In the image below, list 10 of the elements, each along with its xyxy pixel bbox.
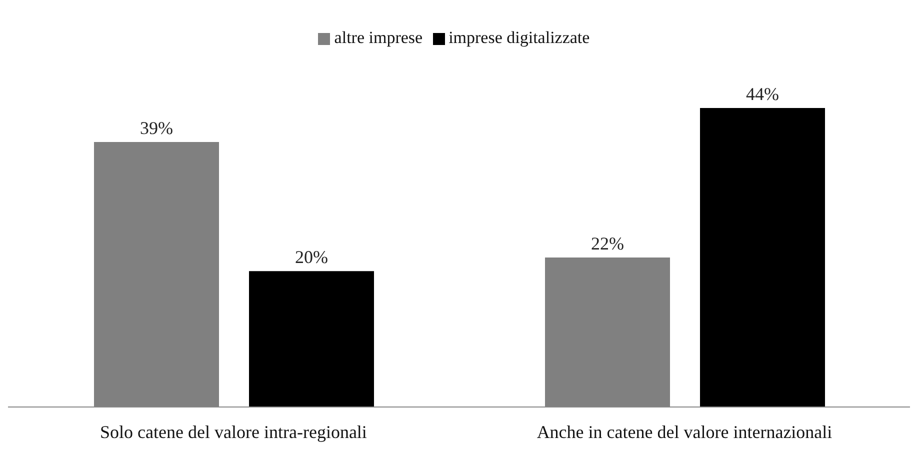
legend-label: imprese digitalizzate xyxy=(448,28,590,47)
data-label: 44% xyxy=(746,84,779,104)
bar xyxy=(249,271,374,407)
legend-label: altre imprese xyxy=(334,28,423,47)
data-label: 22% xyxy=(591,234,624,254)
x-tick-label: Anche in catene del valore internazionali xyxy=(536,422,832,442)
data-label: 39% xyxy=(140,118,173,138)
bar xyxy=(700,108,825,407)
x-tick-label: Solo catene del valore intra-regionali xyxy=(100,422,367,442)
data-label: 20% xyxy=(295,247,328,268)
